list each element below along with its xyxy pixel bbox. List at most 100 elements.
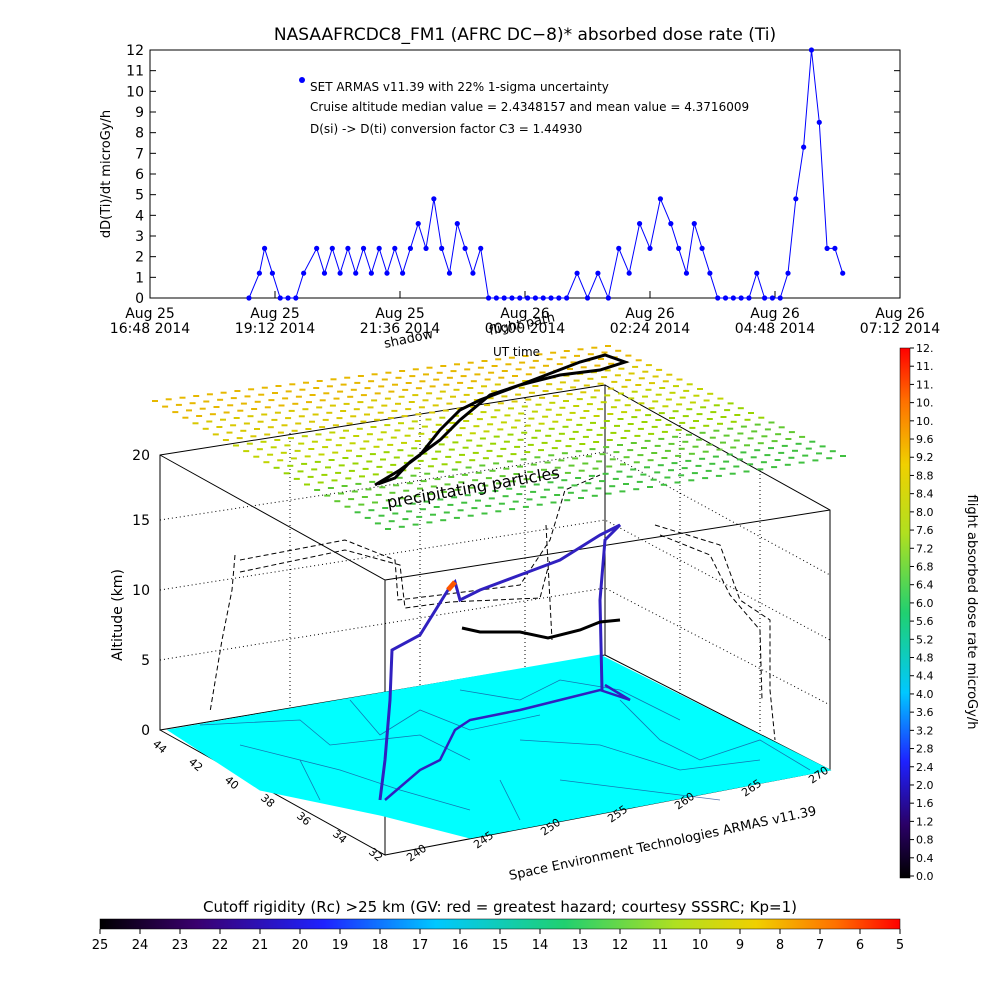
precip-dot [248, 388, 255, 391]
precip-dot [481, 360, 488, 362]
precip-dot [572, 457, 579, 460]
precip-dot [278, 404, 285, 407]
precip-dot [658, 412, 665, 415]
precip-dot [378, 385, 385, 388]
precip-dot [426, 521, 433, 524]
precip-dot [364, 516, 371, 519]
precip-dot [575, 450, 582, 453]
precip-dot [416, 515, 423, 518]
precip-dot [376, 465, 383, 468]
precip-dot [729, 472, 736, 475]
cutoff-colorbar-tick-label: 24 [132, 938, 149, 953]
precip-dot [666, 373, 673, 376]
precip-dot [236, 437, 243, 440]
precip-dot [405, 408, 412, 411]
precip-dot [661, 457, 668, 459]
precip-dot [363, 440, 370, 443]
precip-dot [555, 413, 562, 416]
precip-dot [552, 395, 559, 397]
precip-dot [460, 400, 467, 403]
precip-dot [301, 435, 308, 438]
precip-dot [244, 395, 251, 398]
precip-dot [678, 474, 685, 477]
dose-colorbar-tick-label: 7.6 [916, 524, 934, 537]
precip-dot [343, 402, 350, 405]
precip-dot [387, 417, 394, 419]
precip-dot [645, 364, 652, 367]
dose-data-point [314, 245, 320, 251]
precip-dot [389, 491, 396, 494]
precip-dot [216, 426, 223, 428]
precip-dot [590, 396, 597, 399]
precip-dot [655, 393, 662, 396]
precip-dot [370, 426, 377, 428]
precip-dot [366, 433, 373, 436]
precip-dot [438, 470, 444, 473]
precip-dot [648, 407, 655, 410]
precip-dot [641, 447, 647, 449]
precip-dot [699, 431, 706, 434]
dose-data-point [746, 295, 752, 301]
precip-dot [446, 376, 453, 379]
precip-dot [253, 455, 260, 458]
precip-dot [524, 424, 531, 427]
precip-dot [360, 394, 367, 397]
top-y-tick-label: 11 [126, 64, 144, 80]
precip-dot [227, 404, 234, 407]
precip-dot [521, 405, 528, 408]
precip-dot [771, 466, 778, 469]
top-projection-flight-path [374, 353, 630, 487]
precip-dot [401, 441, 407, 444]
precip-dot [393, 484, 400, 487]
dose-data-point [301, 270, 307, 276]
precip-dot [427, 465, 434, 468]
precip-dot [501, 370, 508, 372]
precip-dot [512, 500, 519, 503]
precip-dot [623, 483, 629, 485]
precip-dot [550, 351, 557, 354]
precip-dot [605, 345, 611, 347]
precip-dot [551, 474, 558, 476]
precip-dot [402, 518, 409, 521]
precip-dot [614, 374, 621, 377]
precip-dot [648, 432, 655, 435]
precip-dot [674, 481, 681, 484]
dose-data-point [668, 221, 674, 227]
precip-dot [436, 397, 443, 400]
precip-dot [585, 482, 592, 485]
precip-dot [562, 425, 569, 428]
precip-dot [453, 516, 460, 519]
precip-dot [467, 387, 474, 389]
precip-dot [785, 438, 792, 440]
precip-dot [452, 441, 459, 444]
precip-dot [665, 398, 672, 401]
precip-dot [518, 386, 525, 389]
precip-dot [291, 429, 298, 432]
precip-dot [418, 406, 425, 409]
precip-dot [294, 449, 301, 452]
precip-dot [403, 489, 410, 492]
precip-dot [478, 492, 485, 494]
precip-dot [360, 420, 367, 423]
precip-dot [267, 453, 274, 456]
precip-dot [206, 393, 213, 396]
precip-dot [627, 423, 634, 425]
precip-dot [264, 433, 271, 436]
precip-dot [175, 403, 182, 406]
precip-dot [528, 391, 535, 394]
precip-dot [511, 426, 517, 429]
precip-dot [774, 459, 781, 461]
precip-dot [383, 451, 390, 454]
precip-dot [476, 418, 483, 421]
precip-dot [582, 462, 589, 465]
precip-dot [682, 415, 689, 418]
precip-dot [372, 501, 378, 504]
dose-colorbar-tick-label: 9.6 [916, 433, 934, 446]
precip-dot [492, 489, 499, 492]
precip-dot [669, 391, 676, 394]
dose-colorbar-tick-label: 12. [916, 342, 934, 355]
precip-dot [679, 396, 686, 399]
precip-dot [431, 457, 438, 460]
precip-dot [495, 510, 502, 513]
